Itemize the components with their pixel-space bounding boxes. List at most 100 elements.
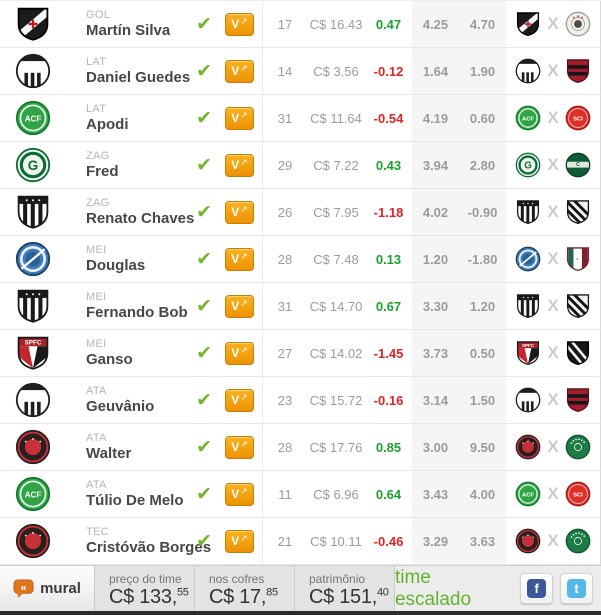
share-twitter-button[interactable]: t	[560, 573, 593, 604]
player-last-score: 4.00	[459, 471, 506, 517]
matchup: X	[506, 48, 600, 94]
player-last-score: 1.90	[459, 48, 506, 94]
player-price: C$ 14.70	[309, 298, 363, 314]
matchup: G X C	[506, 142, 600, 188]
player-name: Renato Chaves	[86, 209, 195, 227]
versus-label: X	[547, 14, 559, 33]
player-position: LAT	[86, 56, 107, 69]
player-row: ACF ATA Túlio De Melo ✔ V ↗ 11 C$ 6.96 0…	[0, 471, 601, 518]
away-team-badge-icon	[565, 528, 591, 554]
mural-button[interactable]: « mural	[0, 566, 95, 611]
svg-text:SPFC: SPFC	[25, 339, 42, 346]
player-info: ATA Geuvânio	[86, 385, 196, 415]
player-average: 1.64	[412, 48, 459, 94]
player-row: ZAG Renato Chaves ✔ V ↗ 26 C$ 7.95 -1.18…	[0, 189, 601, 236]
external-arrow-icon: ↗	[240, 15, 248, 26]
player-row: MEI Fernando Bob ✔ V ↗ 31 C$ 14.70 0.67 …	[0, 283, 601, 330]
player-cell: ACF ATA Túlio De Melo ✔ V ↗	[0, 471, 263, 517]
video-link-button[interactable]: V ↗	[225, 153, 254, 177]
player-games-count: 26	[277, 204, 293, 220]
price-change: -0.16	[373, 392, 404, 408]
stat-label: patrimônio	[309, 572, 366, 586]
player-club-badge-icon	[14, 381, 52, 419]
share-facebook-button[interactable]: f	[520, 573, 554, 604]
video-link-button[interactable]: V ↗	[225, 482, 254, 506]
player-name: Douglas	[86, 256, 146, 274]
video-link-button[interactable]: V ↗	[225, 341, 254, 365]
player-cell: ATA Walter ✔ V ↗	[0, 424, 263, 470]
external-arrow-icon: ↗	[240, 438, 248, 449]
price-change: 0.64	[375, 486, 402, 502]
player-price: C$ 16.43	[309, 16, 363, 32]
confirmed-check-icon: ✔	[196, 154, 212, 176]
away-team-badge-icon	[565, 434, 591, 460]
external-arrow-icon: ↗	[240, 156, 248, 167]
versus-label: X	[547, 390, 559, 409]
player-last-score: 2.80	[459, 142, 506, 188]
player-average: 3.43	[412, 471, 459, 517]
video-button-label: V	[231, 252, 240, 266]
player-name: Walter	[86, 444, 132, 462]
video-link-button[interactable]: V ↗	[225, 12, 254, 36]
player-name: Túlio De Melo	[86, 491, 184, 509]
video-link-button[interactable]: V ↗	[225, 200, 254, 224]
stat-value: C$ 133,55	[109, 586, 189, 608]
away-team-badge-icon	[565, 293, 591, 319]
player-row: TEC Cristóvão Borges ✔ V ↗ 21 C$ 10.11 -…	[0, 518, 601, 565]
player-games-count: 21	[277, 533, 293, 549]
player-games-count: 29	[277, 157, 293, 173]
player-position: MEI	[86, 338, 107, 351]
video-link-button[interactable]: V ↗	[225, 106, 254, 130]
player-games-count: 23	[277, 392, 293, 408]
player-price: C$ 7.48	[313, 251, 359, 267]
player-row: G ZAG Fred ✔ V ↗ 29 C$ 7.22 0.43 3.94 2.…	[0, 142, 601, 189]
player-cell: ATA Geuvânio ✔ V ↗	[0, 377, 263, 423]
player-average: 3.00	[412, 424, 459, 470]
player-cell: GOL Martín Silva ✔ V ↗	[0, 1, 263, 47]
player-row: LAT Daniel Guedes ✔ V ↗ 14 C$ 3.56 -0.12…	[0, 48, 601, 95]
video-link-button[interactable]: V ↗	[225, 247, 254, 271]
video-link-button[interactable]: V ↗	[225, 59, 254, 83]
player-club-badge-icon: G	[14, 146, 52, 184]
video-link-button[interactable]: V ↗	[225, 388, 254, 412]
confirmed-check-icon: ✔	[196, 60, 212, 82]
versus-label: X	[547, 296, 559, 315]
confirmed-check-icon: ✔	[196, 530, 212, 552]
player-average: 3.30	[412, 283, 459, 329]
player-name: Cristóvão Borges	[86, 538, 212, 556]
player-name: Ganso	[86, 350, 133, 368]
versus-label: X	[547, 343, 559, 362]
svg-text:G: G	[28, 158, 39, 173]
mural-label: mural	[40, 580, 81, 597]
svg-text:«: «	[21, 582, 27, 593]
player-info: ATA Túlio De Melo	[86, 479, 196, 509]
player-cell: TEC Cristóvão Borges ✔ V ↗	[0, 518, 263, 564]
home-team-badge-icon	[515, 528, 541, 554]
video-button-label: V	[231, 346, 240, 360]
versus-label: X	[547, 108, 559, 127]
svg-text:C: C	[576, 162, 580, 168]
video-button-label: V	[231, 111, 240, 125]
video-link-button[interactable]: V ↗	[225, 529, 254, 553]
player-row: ATA Walter ✔ V ↗ 28 C$ 17.76 0.85 3.00 9…	[0, 424, 601, 471]
external-arrow-icon: ↗	[240, 485, 248, 496]
player-name: Fred	[86, 162, 119, 180]
player-games-count: 14	[277, 63, 293, 79]
home-team-badge-icon: G	[515, 152, 541, 178]
external-arrow-icon: ↗	[240, 62, 248, 73]
stat-label: nos cofres	[209, 572, 265, 586]
stat-patrimony: patrimônio C$ 151,40	[295, 566, 395, 611]
player-cell: ZAG Renato Chaves ✔ V ↗	[0, 189, 263, 235]
player-position: ZAG	[86, 150, 110, 163]
video-button-label: V	[231, 158, 240, 172]
video-link-button[interactable]: V ↗	[225, 294, 254, 318]
player-info: MEI Douglas	[86, 244, 196, 274]
price-change: -1.45	[373, 345, 404, 361]
matchup: X	[506, 377, 600, 423]
status-area: time escalado f t	[395, 566, 601, 611]
away-team-badge-icon	[565, 340, 591, 366]
away-team-badge-icon	[565, 58, 591, 84]
home-team-badge-icon	[515, 246, 541, 272]
video-link-button[interactable]: V ↗	[225, 435, 254, 459]
home-team-badge-icon	[515, 293, 541, 319]
